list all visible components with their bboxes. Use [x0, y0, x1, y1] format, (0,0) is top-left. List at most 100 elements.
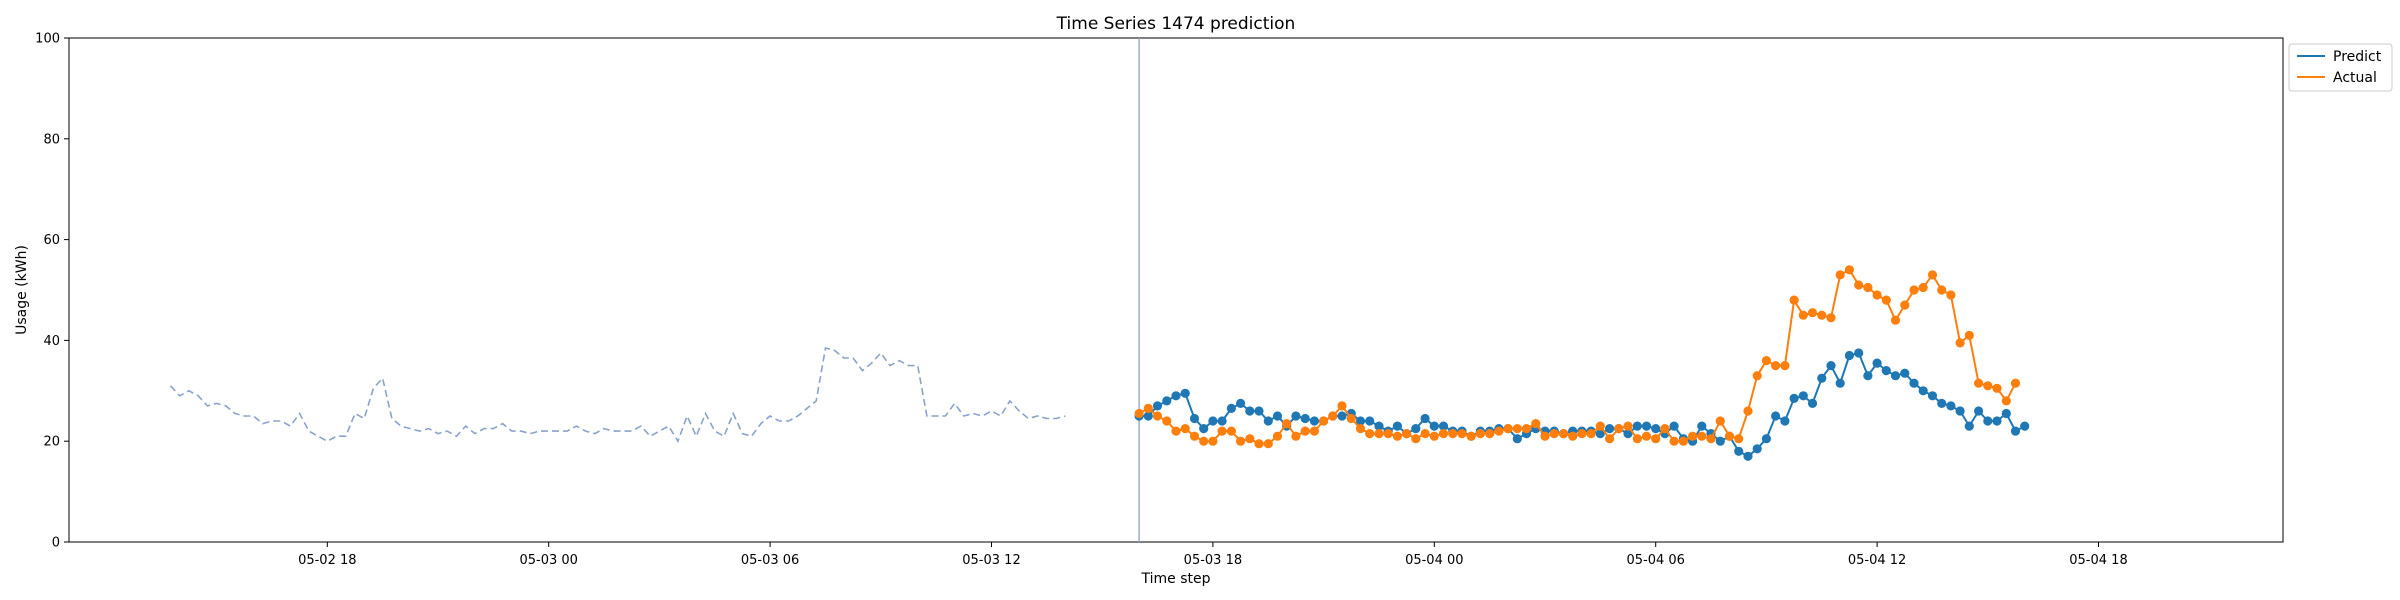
predict-point — [1392, 421, 1402, 431]
predict-point — [1143, 411, 1153, 421]
actual-point — [1217, 426, 1227, 436]
actual-point — [1568, 431, 1578, 441]
actual-point — [1189, 431, 1200, 441]
predict-point — [1300, 413, 1310, 424]
predict-point — [1697, 421, 1707, 431]
predict-point — [1817, 373, 1827, 383]
actual-point — [1974, 378, 1984, 388]
predict-point — [2001, 408, 2011, 419]
y-axis-ticks: 0 20 40 60 80 100 — [35, 32, 69, 551]
predict-point — [1955, 406, 1965, 416]
actual-point — [1771, 361, 1781, 371]
actual-point — [1309, 426, 1319, 436]
actual-point — [1152, 411, 1163, 421]
x-tick-label: 05-04 12 — [1848, 553, 1906, 568]
actual-point — [1355, 424, 1366, 434]
actual-point — [1964, 330, 1974, 340]
actual-point — [1226, 426, 1236, 436]
predict-point — [1180, 388, 1190, 398]
actual-point — [1319, 416, 1329, 426]
actual-point — [1955, 338, 1965, 348]
actual-point — [1503, 424, 1513, 434]
actual-point — [1245, 434, 1255, 444]
predict-point — [1761, 434, 1771, 444]
actual-point — [1411, 434, 1421, 444]
actual-point — [1236, 436, 1246, 446]
actual-point — [1780, 361, 1790, 371]
actual-point — [1900, 300, 1910, 310]
actual-point — [1863, 282, 1873, 293]
legend-label-actual: Actual — [2333, 70, 2377, 86]
predict-point — [1245, 406, 1255, 416]
actual-point — [1365, 429, 1375, 439]
y-tick-label: 40 — [43, 334, 60, 349]
x-tick-label: 05-03 18 — [1184, 553, 1242, 568]
predict-point — [1826, 361, 1836, 371]
actual-point — [1448, 429, 1458, 439]
chart-title: Time Series 1474 prediction — [1056, 14, 1296, 34]
y-tick-label: 20 — [43, 435, 60, 450]
actual-point — [1669, 436, 1679, 446]
actual-point — [1641, 431, 1652, 441]
predict-point — [1752, 444, 1762, 454]
predict-point — [1429, 421, 1439, 431]
predict-point — [1411, 424, 1421, 434]
actual-point — [1171, 426, 1181, 436]
actual-point — [1577, 429, 1587, 439]
x-tick-label: 05-04 00 — [1405, 553, 1463, 568]
actual-point — [1586, 429, 1596, 439]
actual-point — [1291, 431, 1301, 441]
actual-point — [1992, 383, 2002, 393]
predict-point — [1272, 411, 1283, 421]
x-axis-label: Time step — [1141, 571, 1211, 587]
x-tick-label: 05-02 18 — [298, 553, 356, 568]
actual-point — [1937, 285, 1947, 295]
predict-point — [1512, 434, 1522, 444]
predict-point — [1189, 413, 1200, 424]
predict-point — [1365, 416, 1375, 426]
predict-point — [1595, 429, 1605, 439]
actual-point — [1798, 310, 1808, 320]
actual-point — [1826, 313, 1836, 323]
y-tick-label: 0 — [52, 536, 60, 551]
predict-point — [1789, 393, 1799, 403]
predict-point — [1909, 378, 1919, 388]
predict-point — [1863, 371, 1873, 381]
actual-point — [1706, 434, 1716, 444]
actual-point — [1660, 424, 1670, 434]
actual-point — [1632, 434, 1642, 444]
y-axis-label: Usage (kWh) — [14, 245, 30, 335]
actual-point — [1134, 408, 1144, 419]
actual-point — [1383, 429, 1393, 439]
actual-point — [1854, 280, 1864, 290]
actual-point — [1254, 439, 1264, 449]
predict-point — [1641, 421, 1652, 431]
actual-point — [1909, 285, 1919, 295]
x-tick-label: 05-03 06 — [741, 553, 799, 568]
predict-point — [1374, 421, 1384, 431]
predict-point — [1715, 436, 1725, 446]
predict-point — [1992, 416, 2002, 426]
x-tick-label: 05-03 00 — [519, 553, 577, 568]
actual-point — [1346, 413, 1356, 424]
predict-point — [1263, 416, 1273, 426]
predict-point — [1152, 401, 1163, 411]
actual-point — [1743, 406, 1753, 416]
predict-point — [1927, 391, 1938, 401]
actual-point — [1605, 434, 1615, 444]
actual-point — [1272, 431, 1283, 441]
predict-point — [1807, 398, 1818, 408]
actual-point — [1789, 295, 1799, 305]
series-layer — [169, 38, 2030, 542]
predict-point — [1780, 416, 1790, 426]
legend: Predict Actual — [2288, 43, 2393, 92]
actual-point — [1457, 429, 1467, 439]
predict-point — [1937, 398, 1947, 408]
history-line — [169, 346, 1066, 444]
actual-point — [1946, 290, 1956, 300]
actual-point — [1402, 429, 1412, 439]
predict-point — [1438, 421, 1449, 431]
actual-point — [1531, 419, 1541, 429]
predict-point — [1254, 406, 1264, 416]
